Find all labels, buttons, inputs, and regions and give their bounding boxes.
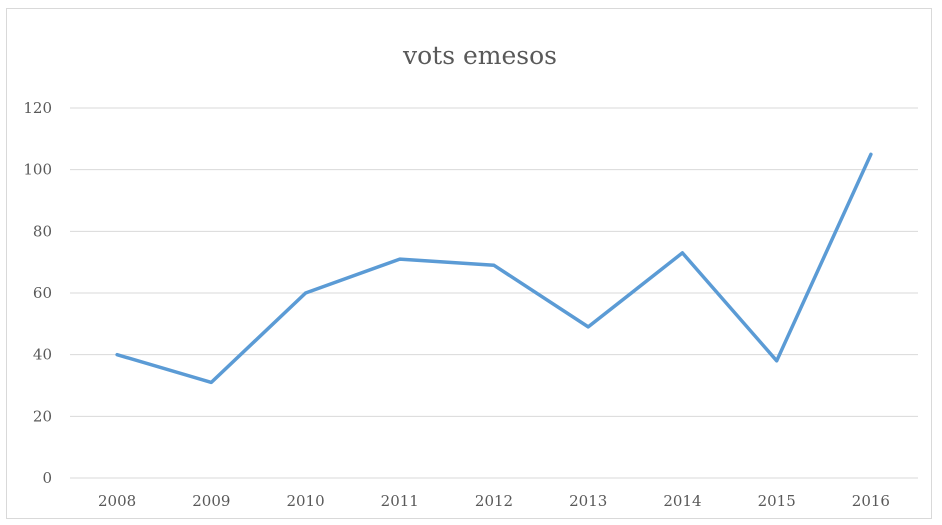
series-line [115, 152, 873, 385]
series-lines [115, 152, 873, 385]
y-tick-label: 80 [33, 222, 52, 240]
x-tick-label: 2010 [286, 492, 324, 510]
y-tick-label: 0 [42, 469, 52, 487]
x-tick-label: 2014 [663, 492, 701, 510]
y-tick-label: 40 [33, 346, 52, 364]
x-tick-label: 2009 [192, 492, 230, 510]
y-tick-label: 20 [33, 407, 52, 425]
y-tick-label: 60 [33, 284, 52, 302]
x-axis-tick-labels: 2008 2009 2010 2011 2012 2013 2014 2015 2016 [98, 492, 890, 510]
y-tick-label: 100 [23, 161, 52, 179]
x-tick-label: 2008 [98, 492, 136, 510]
chart-title: vots emesos [402, 41, 557, 70]
x-tick-label: 2013 [569, 492, 607, 510]
x-tick-label: 2012 [475, 492, 513, 510]
x-tick-label: 2015 [758, 492, 796, 510]
gridlines [70, 107, 918, 479]
x-tick-label: 2011 [381, 492, 419, 510]
x-tick-label: 2016 [852, 492, 890, 510]
y-tick-label: 120 [23, 99, 52, 117]
y-axis-tick-labels: 0 20 40 60 80 100 120 [23, 99, 52, 487]
